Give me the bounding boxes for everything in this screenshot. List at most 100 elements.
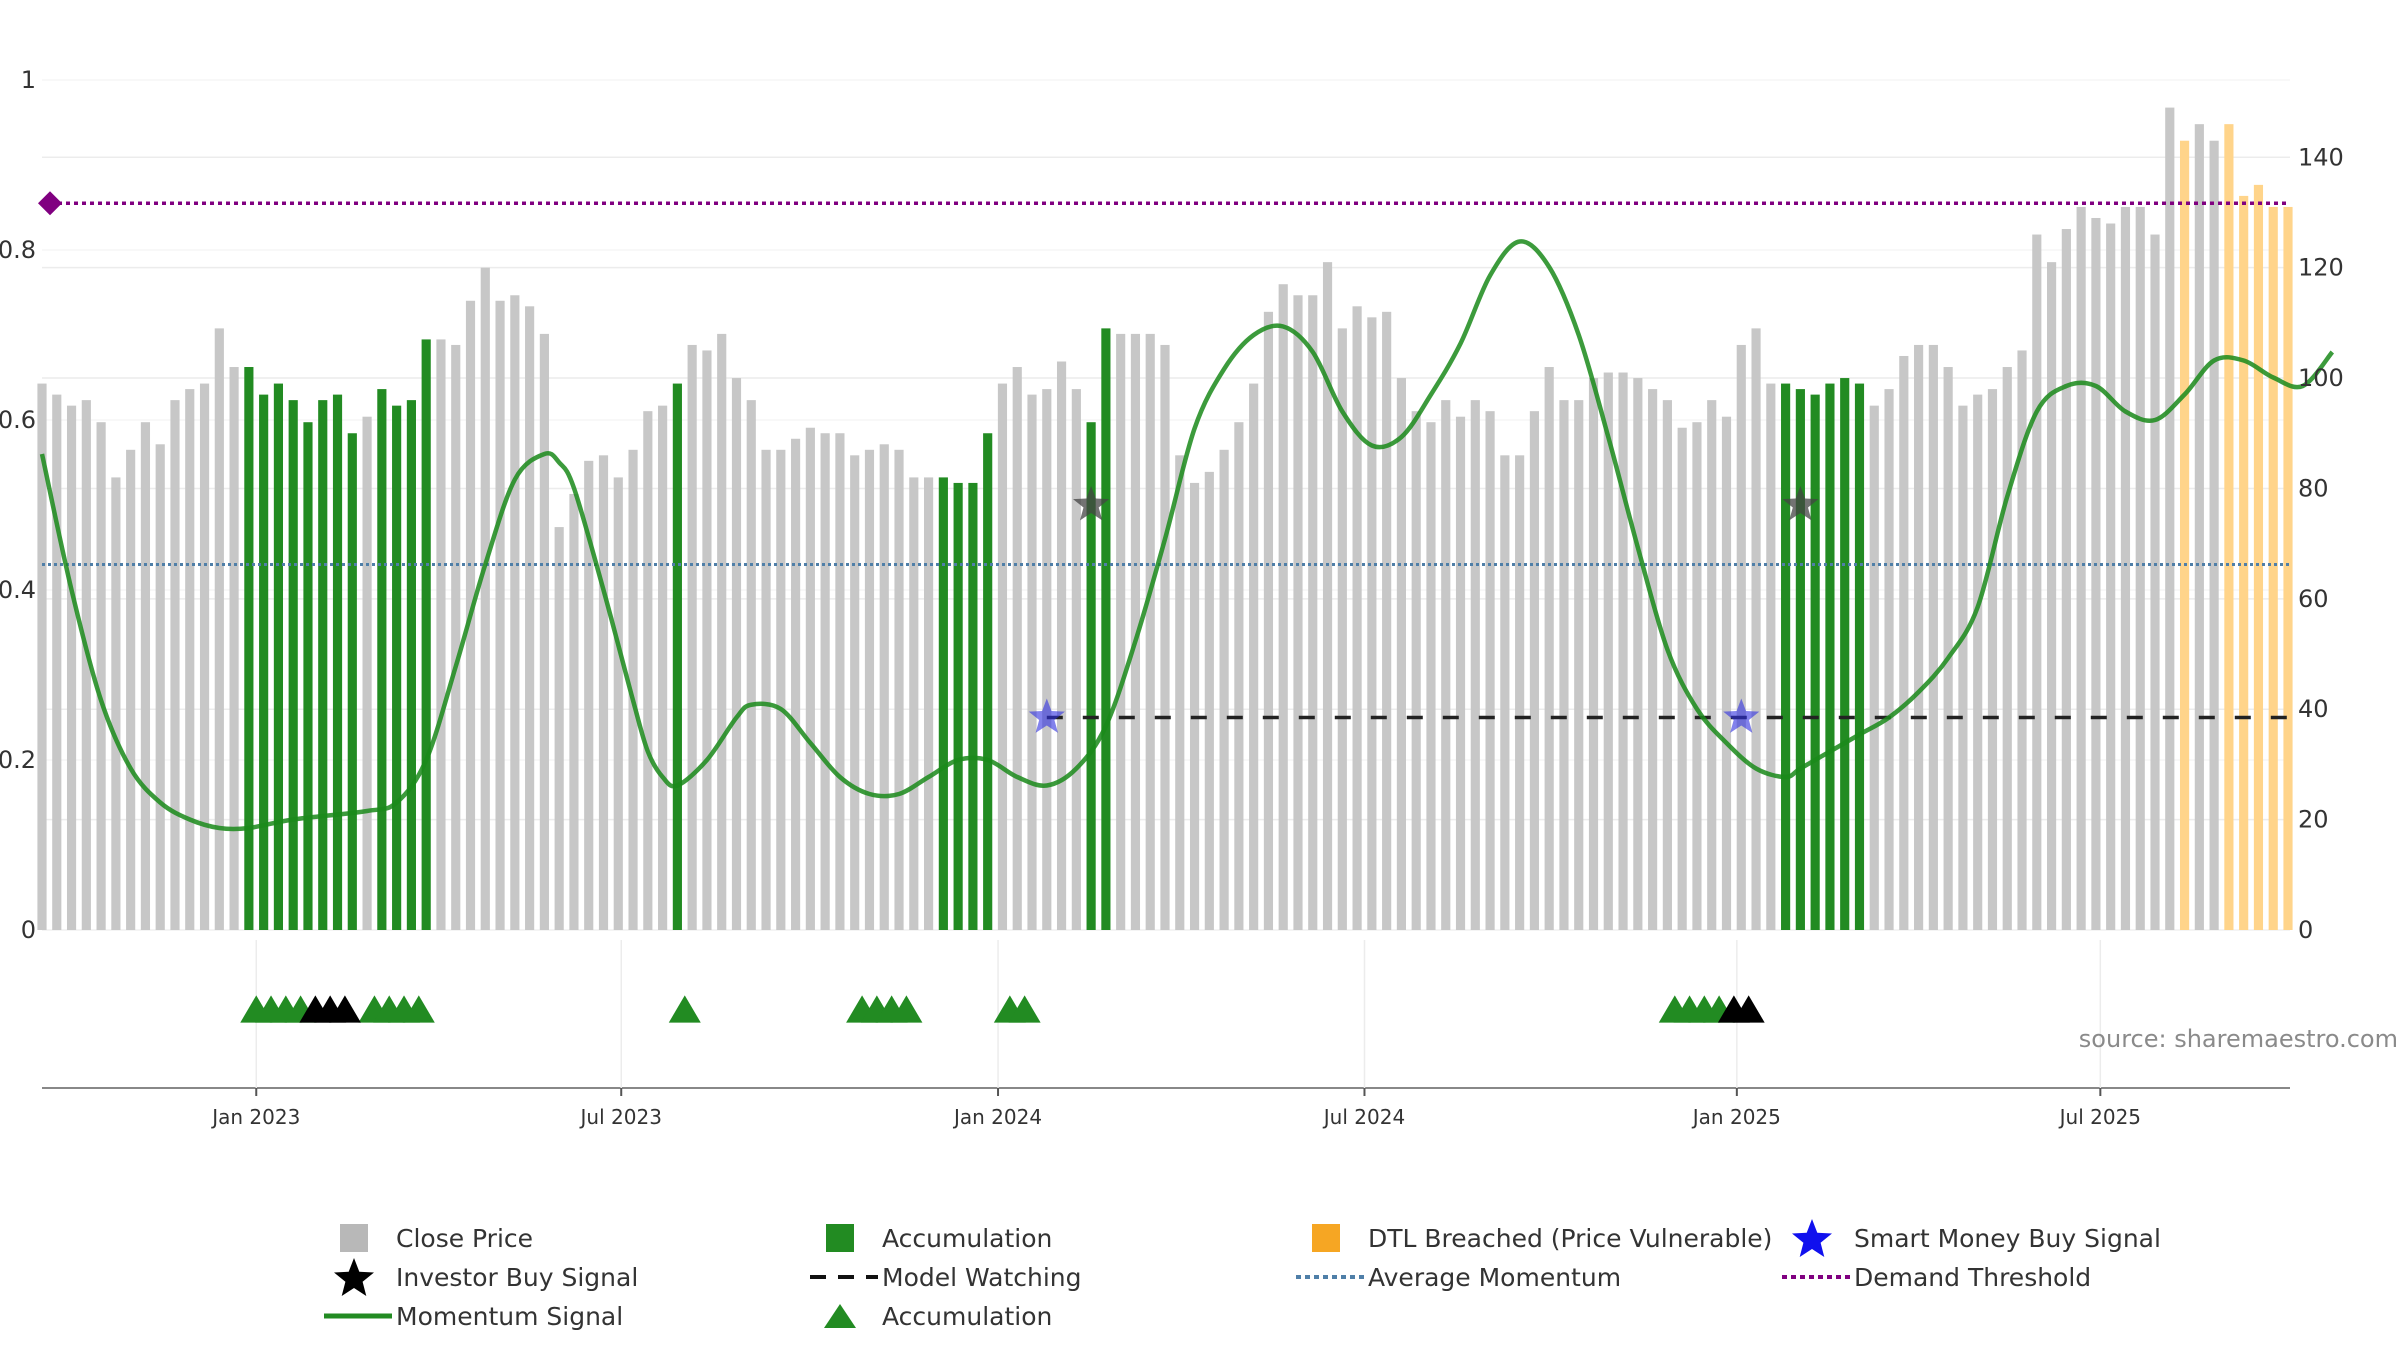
legend-item: Momentum Signal: [324, 1302, 623, 1331]
price-bar-close: [1869, 405, 1879, 930]
price-bar-close: [1692, 422, 1702, 930]
price-bar-close: [1766, 383, 1776, 931]
price-bar-close: [791, 438, 801, 930]
price-bar-close: [879, 444, 889, 930]
price-bar-close: [1751, 328, 1761, 931]
price-bar-close: [746, 400, 756, 930]
price-bar-close: [37, 383, 47, 931]
axes: 0 0.2 0.4 0.6 0.8 1 0 20 40 60 80 100 120 140: [0, 66, 2344, 944]
price-bar-close: [1618, 372, 1628, 930]
price-bar-close: [1396, 378, 1407, 930]
price-bar-close: [451, 344, 461, 930]
price-bar-close: [525, 306, 535, 930]
x-axis-tick-label: Jul 2024: [1322, 1105, 1405, 1129]
price-bar-accum: [1781, 383, 1791, 931]
price-bar-close: [1145, 333, 1155, 930]
price-bar-close: [2046, 262, 2057, 931]
price-bar-close: [229, 367, 239, 930]
price-bar-close: [569, 493, 579, 930]
price-bar-close: [1648, 389, 1658, 930]
legend-label: Average Momentum: [1368, 1263, 1621, 1292]
price-bar-close: [1012, 367, 1022, 930]
price-bar-close: [510, 295, 520, 930]
legend-label: Investor Buy Signal: [396, 1263, 638, 1292]
price-bar-close: [2150, 234, 2160, 930]
price-bar-close: [2106, 223, 2116, 931]
price-bar-dtl: [2239, 195, 2249, 931]
legend-item: Demand Threshold: [1782, 1263, 2091, 1292]
right-axis-tick-label: 0: [2298, 916, 2313, 944]
price-bar-close: [864, 449, 875, 930]
price-bar-close: [1263, 311, 1274, 930]
price-bar-accum: [303, 422, 313, 930]
price-bar-close: [1943, 367, 1953, 930]
right-axis-tick-label: 80: [2298, 474, 2329, 502]
price-bar-close: [1500, 455, 1510, 930]
price-bar-dtl: [2179, 140, 2190, 930]
x-axis-tick-label: Jul 2025: [2058, 1105, 2141, 1129]
price-bar-close: [776, 449, 786, 930]
price-bar-close: [717, 333, 727, 930]
price-bar-close: [1485, 411, 1495, 930]
price-bar-close: [909, 477, 919, 930]
legend-swatch-star: [334, 1258, 374, 1296]
legend-swatch: [826, 1224, 854, 1252]
legend-label: Close Price: [396, 1224, 533, 1253]
price-bar-close: [923, 477, 934, 930]
price-bar-close: [2120, 206, 2131, 930]
price-bar-close: [1544, 367, 1554, 930]
legend-item: Accumulation: [826, 1224, 1052, 1253]
momentum-signal-line: [39, 239, 2335, 832]
price-bar-close: [140, 422, 151, 930]
price-bar-close: [436, 339, 446, 930]
price-bar-close: [1071, 389, 1081, 930]
accumulation-triangle-black: [1732, 995, 1765, 1023]
price-bar-close: [1234, 422, 1244, 930]
price-bar-accum: [1840, 378, 1850, 930]
price-bar-close: [761, 449, 771, 930]
smart-money-buy-signal-star: [1723, 698, 1760, 733]
legend-swatch: [340, 1224, 368, 1252]
price-bar-close: [554, 527, 564, 930]
price-bar-close: [2209, 140, 2219, 930]
price-bar-accum: [288, 400, 298, 930]
price-bar-close: [1958, 405, 1968, 930]
legend-label: Model Watching: [882, 1263, 1082, 1292]
price-bar-close: [658, 405, 668, 930]
price-bar-close: [2002, 367, 2012, 930]
price-bar-close: [1426, 422, 1436, 930]
price-bar-accum: [406, 400, 416, 930]
price-bar-close: [1662, 400, 1672, 930]
price-bar-close: [2061, 229, 2071, 930]
price-bar-close: [1293, 295, 1303, 930]
price-bar-close: [2091, 217, 2101, 931]
price-bar-close: [628, 449, 638, 930]
price-bar-accum: [318, 400, 328, 930]
price-bar-close: [1455, 416, 1466, 930]
price-bar-close: [598, 455, 609, 930]
price-bars: [37, 107, 2293, 931]
x-axis-tick-label: Jul 2023: [579, 1105, 662, 1129]
price-bar-close: [1337, 328, 1347, 931]
investor-buy-signal-star: [1073, 486, 1110, 521]
price-bar-accum: [953, 482, 963, 930]
price-bar-accum: [273, 383, 284, 931]
price-bar-accum: [244, 367, 254, 930]
price-bar-close: [52, 394, 62, 931]
price-bar-accum: [332, 394, 343, 931]
price-bar-close: [539, 333, 549, 930]
legend-label: Demand Threshold: [1854, 1263, 2091, 1292]
price-bar-close: [1633, 378, 1643, 930]
legend-label: DTL Breached (Price Vulnerable): [1368, 1224, 1772, 1253]
price-bar-accum: [938, 477, 948, 930]
price-bar-close: [2032, 234, 2042, 930]
price-bar-close: [1721, 416, 1732, 930]
legend-item: Accumulation: [824, 1302, 1052, 1331]
price-bar-close: [850, 455, 860, 930]
accumulation-triangle: [1008, 995, 1041, 1023]
price-bar-close: [1027, 394, 1037, 931]
price-bar-close: [214, 328, 224, 931]
price-bar-accum: [983, 433, 993, 930]
right-axis-tick-label: 20: [2298, 806, 2329, 834]
